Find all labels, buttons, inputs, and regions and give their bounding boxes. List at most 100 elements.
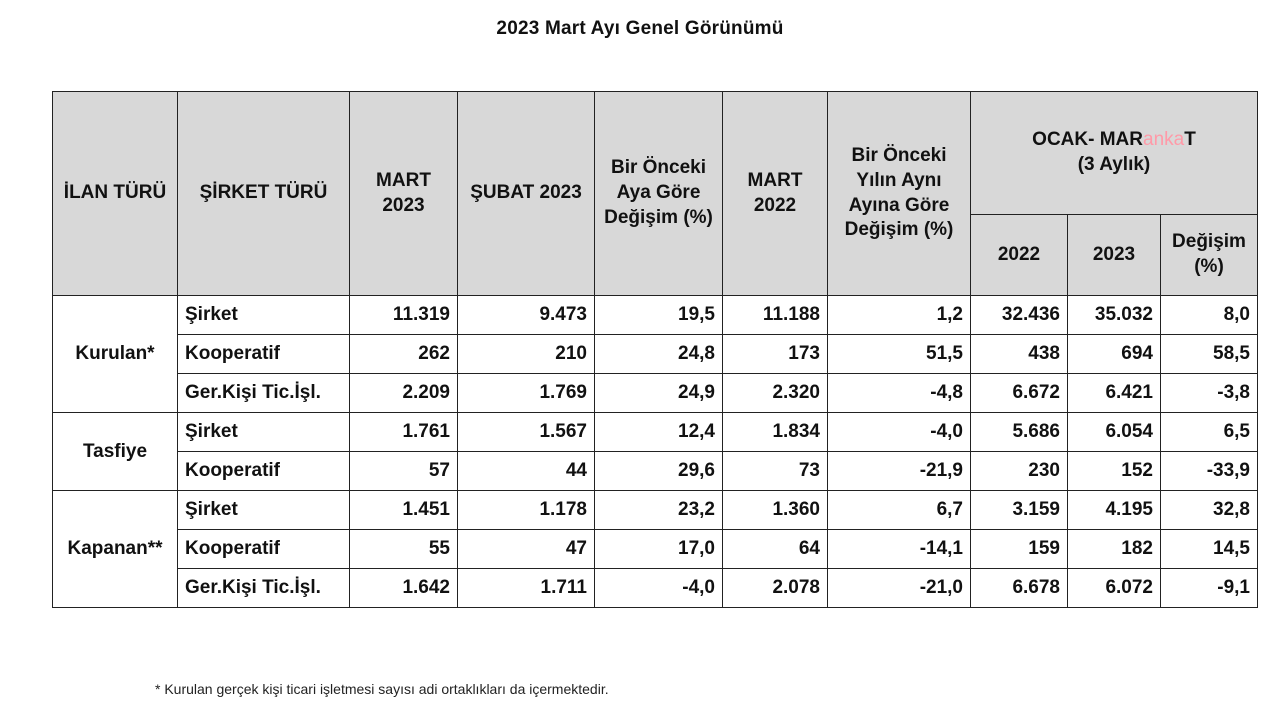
cell-mart-2022: 1.360 <box>722 490 828 530</box>
table-row: Kapanan** Şirket 1.451 1.178 23,2 1.360 … <box>52 490 1258 608</box>
cell-subat-2023: 210 <box>457 334 595 374</box>
header-sirket-turu: ŞİRKET TÜRÜ <box>177 91 350 296</box>
cell-om-2022: 5.686 <box>970 412 1068 452</box>
cell-aylik-degisim: 19,5 <box>594 295 723 335</box>
cell-om-2023: 35.032 <box>1067 295 1161 335</box>
group-kurulan: Kurulan* <box>52 295 178 413</box>
cell-om-degisim: 32,8 <box>1160 490 1258 530</box>
header-onceki-yil-degisim: Bir Önceki Yılın Aynı Ayına Göre Değişim… <box>827 91 971 296</box>
cell-subat-2023: 44 <box>457 451 595 491</box>
group-tasfiye: Tasfiye <box>52 412 178 491</box>
cell-mart-2022: 64 <box>722 529 828 569</box>
cell-type: Kooperatif <box>177 334 350 374</box>
table-row: Ger.Kişi Tic.İşl. 2.209 1.769 24,9 2.320… <box>53 373 1258 413</box>
table-row: Tasfiye Şirket 1.761 1.567 12,4 1.834 -4… <box>52 412 1258 491</box>
cell-yillik-degisim: -21,9 <box>827 451 971 491</box>
cell-yillik-degisim: -4,8 <box>827 373 971 413</box>
footnote: * Kurulan gerçek kişi ticari işletmesi s… <box>155 681 609 697</box>
cell-mart-2023: 11.319 <box>349 295 458 335</box>
cell-mart-2022: 11.188 <box>722 295 828 335</box>
group-kapanan: Kapanan** <box>52 490 178 608</box>
cell-mart-2023: 57 <box>349 451 458 491</box>
header-ilan-turu: İLAN TÜRÜ <box>52 91 178 296</box>
cell-om-2023: 152 <box>1067 451 1161 491</box>
header-om-2022: 2022 <box>970 214 1068 296</box>
cell-aylik-degisim: 17,0 <box>594 529 723 569</box>
header-ocak-mart-sub: (3 Aylık) <box>1077 154 1151 175</box>
cell-mart-2022: 1.834 <box>722 412 828 452</box>
cell-om-degisim: 8,0 <box>1160 295 1258 335</box>
cell-om-degisim: -9,1 <box>1160 568 1258 608</box>
cell-type: Şirket <box>177 412 350 452</box>
watermark-text: anka <box>1143 129 1185 151</box>
cell-aylik-degisim: 12,4 <box>594 412 723 452</box>
cell-type: Kooperatif <box>177 529 350 569</box>
cell-om-2022: 230 <box>970 451 1068 491</box>
cell-om-2023: 694 <box>1067 334 1161 374</box>
cell-yillik-degisim: 1,2 <box>827 295 971 335</box>
cell-subat-2023: 1.178 <box>457 490 595 530</box>
cell-type: Şirket <box>177 295 350 335</box>
cell-om-2023: 6.421 <box>1067 373 1161 413</box>
cell-yillik-degisim: -4,0 <box>827 412 971 452</box>
cell-om-2022: 3.159 <box>970 490 1068 530</box>
cell-type: Ger.Kişi Tic.İşl. <box>177 373 350 413</box>
header-ocak-mart-label: OCAK- MAR <box>1032 129 1143 151</box>
cell-aylik-degisim: 23,2 <box>594 490 723 530</box>
header-ocak-mart: OCAK- MARankaT (3 Aylık) <box>970 91 1258 215</box>
cell-mart-2023: 1.451 <box>349 490 458 530</box>
cell-aylik-degisim: 24,8 <box>594 334 723 374</box>
table-body: Kurulan* Şirket 11.319 9.473 19,5 11.188… <box>52 295 1258 608</box>
cell-subat-2023: 1.567 <box>457 412 595 452</box>
cell-om-2022: 438 <box>970 334 1068 374</box>
cell-om-2022: 159 <box>970 529 1068 569</box>
cell-mart-2023: 55 <box>349 529 458 569</box>
cell-om-degisim: 6,5 <box>1160 412 1258 452</box>
cell-om-2022: 6.672 <box>970 373 1068 413</box>
cell-om-2023: 6.054 <box>1067 412 1161 452</box>
cell-yillik-degisim: -21,0 <box>827 568 971 608</box>
cell-om-2023: 4.195 <box>1067 490 1161 530</box>
cell-subat-2023: 1.769 <box>457 373 595 413</box>
cell-type: Ger.Kişi Tic.İşl. <box>177 568 350 608</box>
table-row: Kurulan* Şirket 11.319 9.473 19,5 11.188… <box>52 295 1258 413</box>
cell-subat-2023: 1.711 <box>457 568 595 608</box>
header-om-2023: 2023 <box>1067 214 1161 296</box>
cell-om-2022: 6.678 <box>970 568 1068 608</box>
cell-om-degisim: -3,8 <box>1160 373 1258 413</box>
header-mart-2023: MART 2023 <box>349 91 458 296</box>
cell-type: Şirket <box>177 490 350 530</box>
cell-mart-2023: 1.761 <box>349 412 458 452</box>
cell-om-2022: 32.436 <box>970 295 1068 335</box>
cell-om-2023: 6.072 <box>1067 568 1161 608</box>
header-mart-2022: MART 2022 <box>722 91 828 296</box>
cell-mart-2022: 2.320 <box>722 373 828 413</box>
cell-subat-2023: 9.473 <box>457 295 595 335</box>
page-title: 2023 Mart Ayı Genel Görünümü <box>496 18 784 39</box>
header-onceki-ay-degisim: Bir Önceki Aya Göre Değişim (%) <box>594 91 723 296</box>
cell-mart-2023: 262 <box>349 334 458 374</box>
cell-mart-2022: 173 <box>722 334 828 374</box>
table-row: Ger.Kişi Tic.İşl. 1.642 1.711 -4,0 2.078… <box>53 568 1258 608</box>
cell-om-degisim: 14,5 <box>1160 529 1258 569</box>
cell-type: Kooperatif <box>177 451 350 491</box>
table-row: Kooperatif 262 210 24,8 173 51,5 438 694… <box>53 334 1258 374</box>
header-om-degisim: Değişim (%) <box>1160 214 1258 296</box>
cell-om-degisim: 58,5 <box>1160 334 1258 374</box>
table-row: Kooperatif 55 47 17,0 64 -14,1 159 182 1… <box>53 529 1258 569</box>
cell-yillik-degisim: 6,7 <box>827 490 971 530</box>
header-subat-2023: ŞUBAT 2023 <box>457 91 595 296</box>
cell-mart-2023: 2.209 <box>349 373 458 413</box>
table-header: İLAN TÜRÜ ŞİRKET TÜRÜ MART 2023 ŞUBAT 20… <box>52 91 1258 296</box>
cell-mart-2023: 1.642 <box>349 568 458 608</box>
cell-om-degisim: -33,9 <box>1160 451 1258 491</box>
cell-aylik-degisim: 29,6 <box>594 451 723 491</box>
cell-om-2023: 182 <box>1067 529 1161 569</box>
cell-yillik-degisim: -14,1 <box>827 529 971 569</box>
statistics-table: İLAN TÜRÜ ŞİRKET TÜRÜ MART 2023 ŞUBAT 20… <box>52 91 1258 608</box>
cell-mart-2022: 73 <box>722 451 828 491</box>
header-ocak-mart-label-end: T <box>1184 129 1196 151</box>
cell-aylik-degisim: 24,9 <box>594 373 723 413</box>
cell-yillik-degisim: 51,5 <box>827 334 971 374</box>
table-row: Kooperatif 57 44 29,6 73 -21,9 230 152 -… <box>53 451 1258 491</box>
